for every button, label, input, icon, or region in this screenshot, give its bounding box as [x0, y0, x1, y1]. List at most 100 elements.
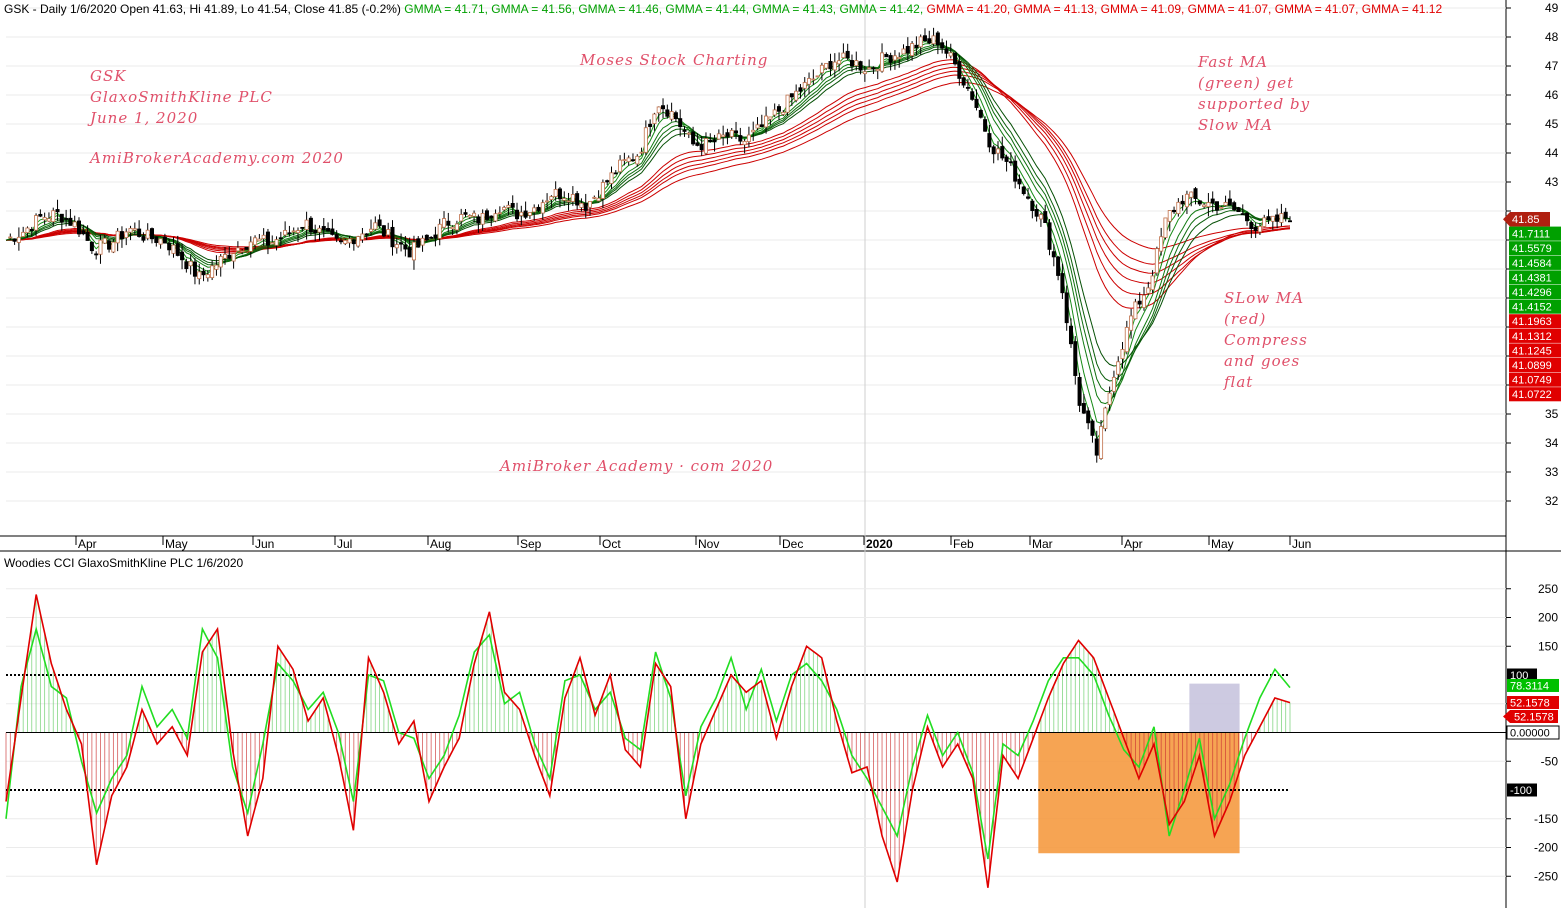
candle-body [171, 244, 176, 254]
price-tag [1509, 241, 1561, 256]
candle-body [673, 112, 678, 120]
candle-body [815, 75, 820, 78]
candle-body [296, 230, 301, 234]
candle-body [1013, 160, 1018, 182]
x-tick-label: Apr [1124, 537, 1143, 551]
candle-body [1146, 287, 1151, 294]
slow-ma-line-5: flat [1224, 373, 1254, 391]
candle-body [1068, 325, 1073, 345]
candle-body [429, 237, 434, 239]
chart-date: June 1, 2020 [90, 109, 199, 127]
gmma-value-9: GMMA = 41.07, [1184, 2, 1272, 16]
gmma-value-7: GMMA = 41.13, [1010, 2, 1098, 16]
moses-watermark: Moses Stock Charting [580, 51, 769, 69]
gmma-value-3: GMMA = 41.44, [662, 2, 750, 16]
price-tag [1509, 285, 1561, 300]
company-name: GlaxoSmithKline PLC [90, 88, 273, 106]
candle-body [1253, 226, 1258, 231]
slow-ma-line [5, 81, 1291, 250]
candle-body [678, 118, 683, 128]
candle-body [914, 44, 919, 49]
candle-body [38, 213, 43, 217]
candle-body [1034, 208, 1039, 217]
cci-tick-label: -200 [1534, 841, 1558, 855]
candle-body [871, 67, 876, 70]
candle-body [824, 62, 829, 69]
x-tick-label: Feb [953, 537, 974, 551]
candle-body [1047, 222, 1052, 250]
price-tag-last [1503, 212, 1550, 227]
x-tick-label: Nov [698, 537, 719, 551]
candle-body [794, 90, 799, 101]
candle-body [592, 196, 597, 199]
candle-body [1219, 206, 1224, 209]
candle-body [712, 139, 717, 143]
candle-body [42, 217, 47, 221]
candle-body [274, 239, 279, 246]
y-tick-label: 43 [1545, 175, 1559, 189]
candle-body [974, 98, 979, 108]
candle-body [1064, 292, 1069, 324]
candle-body [154, 236, 159, 243]
candle-body [570, 194, 575, 202]
x-tick-label: Apr [78, 537, 97, 551]
candle-body [369, 228, 374, 232]
candle-body [493, 213, 498, 222]
candle-body [635, 155, 640, 165]
candle-body [1240, 213, 1245, 216]
candle-body [1167, 210, 1172, 222]
price-tag [1509, 314, 1561, 329]
candle-body [738, 135, 743, 142]
candle-body [381, 225, 386, 237]
candle-body [1283, 211, 1288, 219]
candle-body [1197, 200, 1202, 205]
candle-body [12, 238, 17, 242]
candle-body [1120, 349, 1125, 360]
candle-body [291, 230, 296, 233]
price-tag-label: 41.7111 [1512, 229, 1550, 241]
candle-body [394, 244, 399, 249]
candle-body [407, 247, 412, 258]
price-tag [1509, 358, 1561, 373]
candle-body [1008, 161, 1013, 164]
candle-body [1094, 438, 1099, 456]
candle-body [231, 253, 236, 262]
gmma-value-1: GMMA = 41.56, [487, 2, 575, 16]
candle-body [699, 144, 704, 151]
gmma-value-5: GMMA = 41.42, [836, 2, 924, 16]
candle-body [77, 220, 82, 235]
y-tick-label: 33 [1545, 465, 1559, 479]
candle-body [411, 241, 416, 261]
gmma-value-4: GMMA = 41.43, [749, 2, 837, 16]
candle-body [1266, 216, 1271, 220]
candle-body [437, 223, 442, 239]
candle-body [875, 68, 880, 72]
x-tick-label: Jun [255, 537, 274, 551]
candle-body [1073, 341, 1078, 376]
candle-body [210, 265, 215, 279]
candle-body [927, 38, 932, 44]
candle-body [424, 234, 429, 240]
candle-body [1043, 211, 1048, 224]
candle-body [68, 217, 73, 226]
slow-ma-line-4: and goes [1224, 352, 1301, 370]
candle-body [111, 241, 116, 253]
cci-tag-label: 52.1578 [1510, 698, 1550, 710]
candle-body [729, 129, 734, 137]
candle-body [145, 229, 150, 239]
candle-body [545, 200, 550, 203]
candle-body [755, 124, 760, 129]
candle-body [227, 254, 232, 259]
price-tag-label: 41.0722 [1512, 389, 1552, 401]
candle-body [1227, 198, 1232, 206]
candle-body [59, 213, 64, 223]
price-tag-label: 41.4296 [1512, 287, 1552, 299]
candle-body [137, 228, 142, 237]
price-tag-label: 41.0749 [1512, 375, 1552, 387]
cci-tag [1503, 710, 1558, 724]
candle-body [669, 111, 674, 120]
y-tick-label: 45 [1545, 117, 1559, 131]
candle-body [751, 129, 756, 133]
candle-body [1129, 315, 1134, 331]
